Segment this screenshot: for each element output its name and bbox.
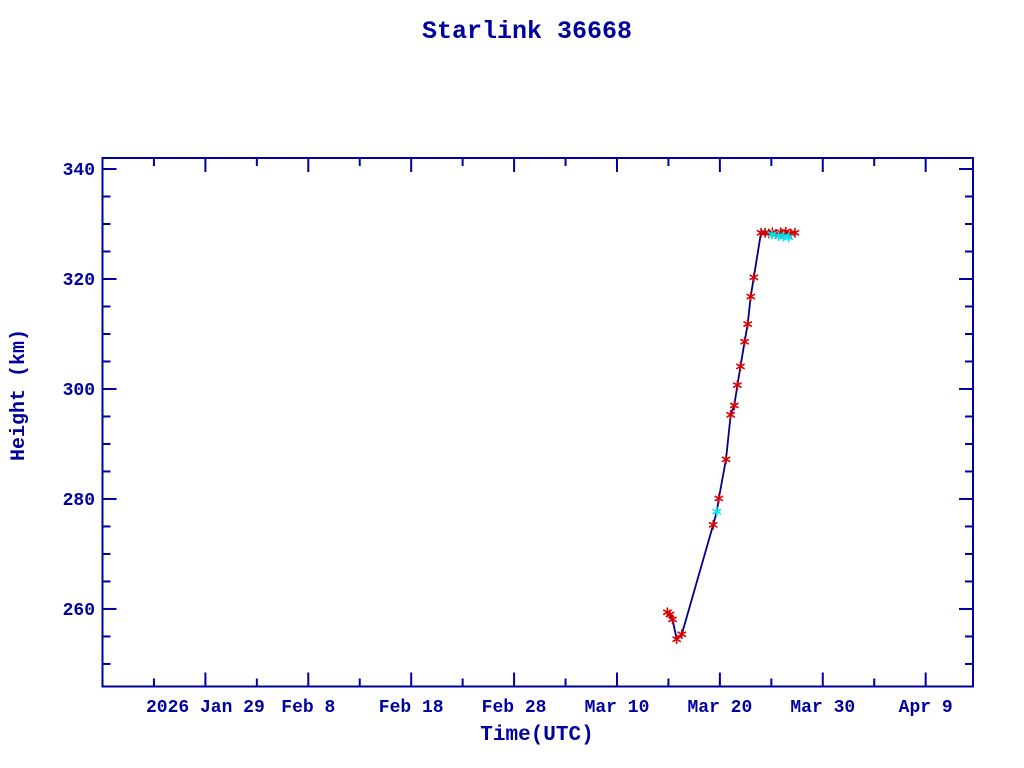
- data-point-red: [743, 319, 753, 330]
- data-point-red: [729, 400, 739, 411]
- x-tick-label: Feb 28: [482, 698, 547, 718]
- data-point-red: [740, 336, 750, 347]
- y-tick-label: 300: [63, 381, 95, 401]
- x-tick-label: Feb 8: [281, 698, 335, 718]
- height-curve: [666, 229, 796, 641]
- data-point-red: [677, 629, 687, 640]
- data-point-red: [714, 493, 724, 504]
- data-point-red: [668, 614, 677, 625]
- data-line: [666, 229, 796, 641]
- data-point-red: [708, 519, 718, 530]
- y-axis-label: Height (km): [8, 329, 31, 461]
- y-tick-labels: 260 280 300 320 340: [63, 161, 95, 621]
- axis-ticks: [102, 158, 973, 687]
- x-tick-label: Mar 10: [585, 698, 650, 718]
- data-points: [662, 226, 800, 645]
- plot-box: [101, 157, 974, 688]
- data-point-red: [732, 380, 742, 391]
- x-tick-label: 2026 Jan 29: [146, 698, 265, 718]
- y-tick-label: 280: [63, 491, 95, 511]
- data-point-red: [726, 409, 736, 420]
- data-point-red: [736, 361, 745, 372]
- data-point-cyan: [784, 232, 794, 243]
- data-point-red: [749, 272, 759, 283]
- x-tick-label: Feb 18: [379, 698, 444, 718]
- data-point-red: [746, 291, 756, 302]
- chart-title: Starlink 36668: [422, 17, 632, 46]
- x-tick-labels: 2026 Jan 29 Feb 8 Feb 18 Feb 28 Mar 10 Mar 20…: [146, 698, 953, 718]
- data-point-red: [672, 634, 682, 645]
- data-point-cyan: [712, 506, 722, 517]
- x-tick-label: Apr 9: [899, 698, 953, 718]
- data-point-red: [721, 454, 731, 465]
- x-axis-label: Time(UTC): [480, 724, 593, 747]
- plot-border: [101, 157, 974, 688]
- y-tick-label: 340: [63, 161, 95, 181]
- y-tick-label: 260: [63, 601, 95, 621]
- x-tick-label: Mar 20: [687, 698, 752, 718]
- y-tick-label: 320: [63, 271, 95, 291]
- data-point-cyan: [767, 229, 777, 240]
- data-point-red: [790, 227, 800, 238]
- x-tick-label: Mar 30: [790, 698, 855, 718]
